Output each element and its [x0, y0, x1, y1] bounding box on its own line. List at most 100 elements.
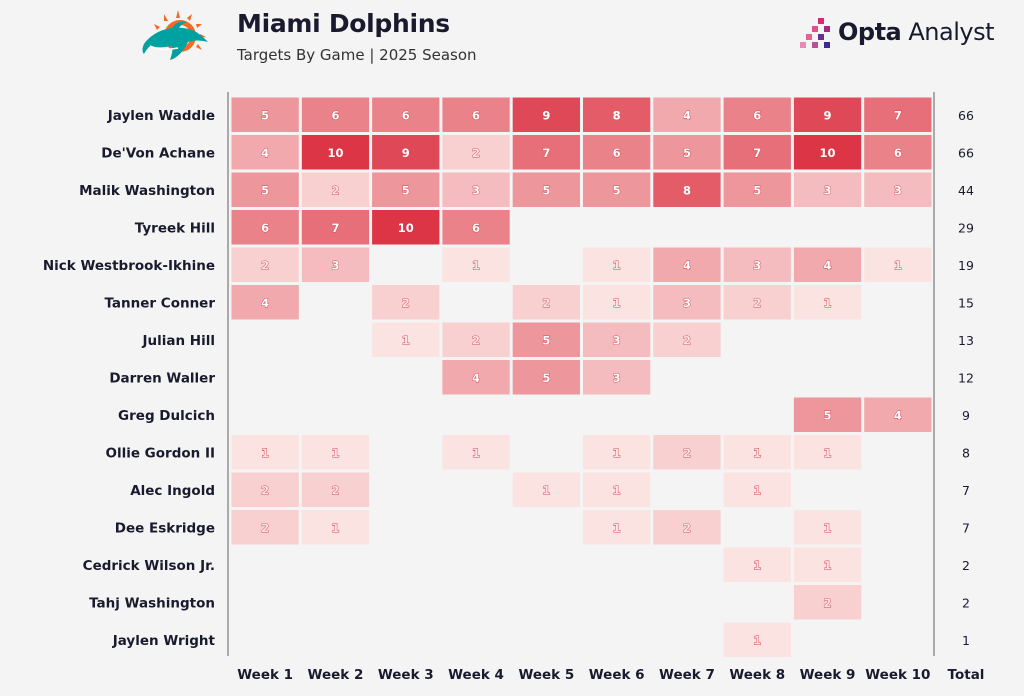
total-value-label: 19: [958, 258, 974, 273]
cell-value-label: 3: [894, 183, 902, 197]
total-value-label: 8: [962, 445, 970, 460]
player-label: Greg Dulcich: [118, 408, 215, 424]
cell-value-label: 2: [331, 183, 339, 197]
heatmap-cell: [723, 285, 791, 320]
cell-value-label: 7: [894, 108, 902, 122]
heatmap-cell: [583, 435, 651, 470]
heatmap-cell: [231, 435, 299, 470]
heatmap-cell: [372, 172, 440, 207]
heatmap-cell: [512, 135, 580, 170]
total-value-label: 29: [958, 220, 974, 235]
total-column-label: Total: [948, 667, 985, 683]
heatmap-cell: [372, 210, 440, 245]
cell-value-label: 10: [820, 146, 836, 160]
heatmap-cell: [723, 135, 791, 170]
heatmap-cell: [512, 322, 580, 357]
heatmap-cell: [231, 172, 299, 207]
brand-light-text: Analyst: [901, 18, 994, 46]
cell-value-label: 1: [331, 446, 339, 460]
heatmap-cell: [793, 135, 862, 170]
cell-value-label: 2: [824, 596, 832, 610]
heatmap-cell: [653, 172, 721, 207]
heatmap-cell: [793, 547, 862, 582]
player-label: Cedrick Wilson Jr.: [83, 558, 215, 574]
heatmap-cell: [231, 135, 299, 170]
cell-value-label: 6: [402, 108, 410, 122]
heatmap-cell: [793, 285, 862, 320]
cell-value-label: 3: [472, 183, 480, 197]
heatmap-cell: [301, 172, 370, 207]
heatmap-cell: [442, 322, 510, 357]
cell-value-label: 1: [613, 483, 621, 497]
player-label: Tyreek Hill: [135, 220, 215, 236]
heatmap-cell: [723, 172, 791, 207]
heatmap-cell: [723, 622, 791, 657]
player-label: Dee Eskridge: [115, 520, 215, 536]
total-value-label: 2: [962, 595, 970, 610]
cell-value-label: 9: [542, 108, 550, 122]
heatmap-cell: [301, 510, 370, 545]
heatmap-cell: [442, 360, 510, 395]
heatmap-cell: [512, 360, 580, 395]
player-label: Jaylen Waddle: [107, 108, 215, 124]
player-label: De'Von Achane: [101, 145, 215, 161]
cell-value-label: 3: [824, 183, 832, 197]
cell-value-label: 1: [472, 258, 480, 272]
cell-value-label: 2: [402, 296, 410, 310]
heatmap-cell: [301, 210, 370, 245]
cell-value-label: 2: [472, 333, 480, 347]
cell-value-label: 8: [613, 108, 621, 122]
heatmap-cell: [864, 247, 932, 282]
heatmap-cell: [442, 172, 510, 207]
total-value-label: 9: [962, 408, 970, 423]
heatmap-cell: [442, 210, 510, 245]
player-label: Tahj Washington: [89, 595, 215, 611]
cell-value-label: 6: [753, 108, 761, 122]
heatmap-cell: [372, 97, 440, 132]
heatmap-cell: [864, 97, 932, 132]
cell-value-label: 1: [894, 258, 902, 272]
heatmap-cell: [793, 435, 862, 470]
total-value-label: 1: [962, 633, 970, 648]
heatmap-cell: [653, 285, 721, 320]
heatmap-cell: [512, 285, 580, 320]
week-column-label: Week 6: [589, 667, 645, 683]
cell-value-label: 4: [894, 408, 902, 422]
cell-value-label: 2: [683, 446, 691, 460]
cell-value-label: 2: [683, 521, 691, 535]
cell-value-label: 4: [683, 258, 691, 272]
cell-value-label: 1: [331, 521, 339, 535]
cell-value-label: 6: [472, 221, 480, 235]
heatmap-cell: [723, 472, 791, 507]
cell-value-label: 1: [824, 521, 832, 535]
heatmap-cell: [231, 472, 299, 507]
heatmap-cell: [653, 97, 721, 132]
week-column-label: Week 8: [729, 667, 785, 683]
player-label: Julian Hill: [142, 333, 216, 349]
cell-value-label: 10: [327, 146, 343, 160]
heatmap-cell: [231, 210, 299, 245]
total-value-label: 7: [962, 483, 970, 498]
total-value-label: 44: [958, 183, 974, 198]
opta-pixel-logo-icon: [800, 18, 830, 48]
cell-value-label: 7: [753, 146, 761, 160]
cell-value-label: 3: [683, 296, 691, 310]
cell-value-label: 2: [261, 258, 269, 272]
cell-value-label: 7: [331, 221, 339, 235]
total-value-label: 15: [958, 295, 974, 310]
heatmap-cell: [231, 247, 299, 282]
week-column-label: Week 5: [518, 667, 574, 683]
cell-value-label: 5: [824, 408, 832, 422]
cell-value-label: 8: [683, 183, 691, 197]
cell-value-label: 5: [542, 333, 550, 347]
heatmap-cell: [864, 172, 932, 207]
cell-value-label: 10: [398, 221, 414, 235]
cell-value-label: 6: [613, 146, 621, 160]
heatmap-cell: [512, 172, 580, 207]
cell-value-label: 1: [753, 633, 761, 647]
cell-value-label: 4: [824, 258, 832, 272]
cell-value-label: 5: [261, 108, 269, 122]
chart-title: Miami Dolphins: [237, 9, 450, 38]
week-column-label: Week 4: [448, 667, 504, 683]
